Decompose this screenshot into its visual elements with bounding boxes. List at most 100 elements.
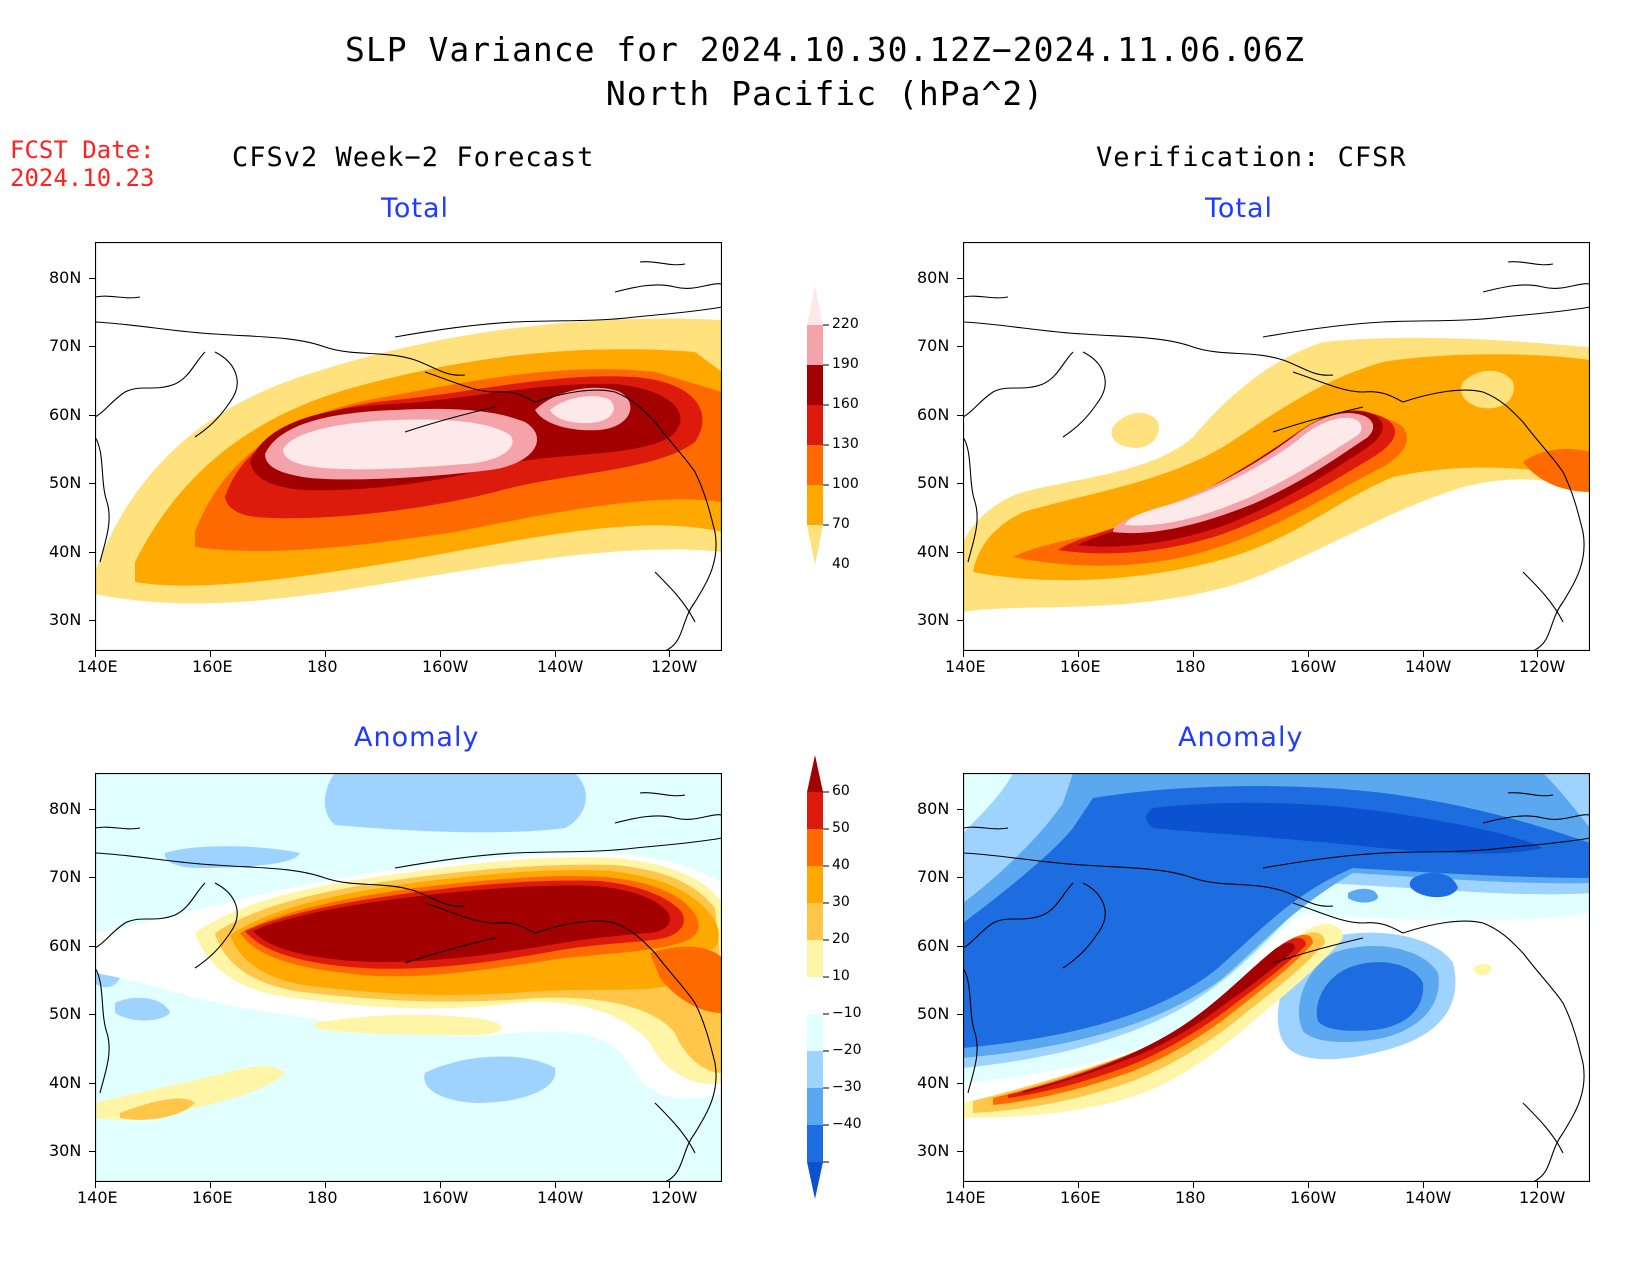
- lat-tick-mark-anomaly-forecast: [89, 1083, 95, 1084]
- colorbar-label: −20: [832, 1042, 862, 1058]
- lat-tick-total-forecast: 30N: [49, 610, 82, 629]
- lat-tick-mark-anomaly-forecast: [89, 809, 95, 810]
- lat-tick-mark-anomaly-forecast: [89, 1014, 95, 1015]
- lon-tick-anomaly-forecast: 160E: [192, 1188, 233, 1207]
- lat-tick-anomaly-forecast: 50N: [49, 1004, 82, 1023]
- coastlines-total-verification: [963, 261, 1590, 651]
- lon-tick-mark-anomaly-verification: [1308, 1182, 1309, 1188]
- colorbar-segment: [807, 903, 823, 940]
- colorbar-label: 10: [832, 968, 850, 984]
- lat-tick-mark-total-forecast: [89, 552, 95, 553]
- lat-tick-mark-anomaly-verification: [957, 877, 963, 878]
- lon-tick-total-verification: 120W: [1519, 657, 1566, 676]
- lon-tick-mark-anomaly-forecast: [669, 1182, 670, 1188]
- lat-tick-mark-total-verification: [957, 552, 963, 553]
- lat-tick-total-forecast: 70N: [49, 336, 82, 355]
- lon-tick-anomaly-forecast: 120W: [651, 1188, 698, 1207]
- lat-tick-anomaly-forecast: 40N: [49, 1073, 82, 1092]
- main-title: SLP Variance for 2024.10.30.12Z−2024.11.…: [345, 30, 1305, 69]
- lon-tick-mark-anomaly-forecast: [95, 1182, 96, 1188]
- colorbar-segment: [807, 525, 823, 565]
- colorbar-label: 160: [832, 396, 859, 412]
- fcst-date-value: 2024.10.23: [10, 164, 155, 192]
- colorbar-label: 220: [832, 316, 859, 332]
- lon-tick-total-verification: 160E: [1060, 657, 1101, 676]
- lon-tick-mark-anomaly-verification: [963, 1182, 964, 1188]
- colorbar-label: 70: [832, 516, 850, 532]
- lat-tick-mark-anomaly-forecast: [89, 877, 95, 878]
- shading-total-verification: [963, 337, 1590, 612]
- verification-column-title: Verification: CFSR: [1096, 142, 1407, 173]
- lon-tick-total-forecast: 180: [307, 657, 338, 676]
- anomaly-verification-subtitle: Anomaly: [1178, 722, 1304, 753]
- lon-tick-anomaly-verification: 140W: [1405, 1188, 1452, 1207]
- colorbar-label: 130: [832, 436, 859, 452]
- colorbar-segment: [807, 829, 823, 866]
- lat-tick-anomaly-verification: 70N: [917, 867, 950, 886]
- lat-tick-total-verification: 40N: [917, 542, 950, 561]
- colorbar-label: 190: [832, 356, 859, 372]
- colorbar-label: 20: [832, 931, 850, 947]
- lon-tick-mark-anomaly-forecast: [555, 1182, 556, 1188]
- lon-tick-mark-total-forecast: [555, 651, 556, 657]
- lon-tick-total-forecast: 120W: [651, 657, 698, 676]
- lon-tick-mark-total-forecast: [325, 651, 326, 657]
- colorbar-segment: [807, 365, 823, 405]
- lat-tick-anomaly-verification: 30N: [917, 1141, 950, 1160]
- lat-tick-anomaly-forecast: 60N: [49, 936, 82, 955]
- colorbar-segment: [807, 1125, 823, 1162]
- lat-tick-anomaly-verification: 80N: [917, 799, 950, 818]
- lon-tick-anomaly-forecast: 160W: [422, 1188, 469, 1207]
- lat-tick-total-forecast: 50N: [49, 473, 82, 492]
- lon-tick-mark-total-verification: [1193, 651, 1194, 657]
- lon-tick-mark-anomaly-forecast: [440, 1182, 441, 1188]
- lat-tick-mark-anomaly-verification: [957, 809, 963, 810]
- lat-tick-total-verification: 50N: [917, 473, 950, 492]
- colorbar-label: 40: [832, 857, 850, 873]
- lat-tick-mark-anomaly-verification: [957, 1151, 963, 1152]
- lat-tick-mark-anomaly-verification: [957, 1014, 963, 1015]
- colorbar-segment: [807, 1014, 823, 1051]
- lon-tick-mark-anomaly-forecast: [325, 1182, 326, 1188]
- main-subtitle: North Pacific (hPa^2): [605, 74, 1045, 113]
- lon-tick-total-verification: 140W: [1405, 657, 1452, 676]
- forecast-date: FCST Date: 2024.10.23: [10, 136, 155, 192]
- lon-tick-mark-anomaly-verification: [1078, 1182, 1079, 1188]
- lat-tick-anomaly-verification: 60N: [917, 936, 950, 955]
- colorbar-segment: [807, 755, 823, 792]
- lat-tick-mark-total-verification: [957, 620, 963, 621]
- lat-tick-mark-total-forecast: [89, 278, 95, 279]
- colorbar-label: −10: [832, 1005, 862, 1021]
- colorbar-segment: [807, 1162, 823, 1199]
- lon-tick-mark-total-forecast: [210, 651, 211, 657]
- lat-tick-mark-total-forecast: [89, 620, 95, 621]
- lat-tick-mark-total-forecast: [89, 346, 95, 347]
- map-anomaly-forecast: [95, 773, 722, 1182]
- total-forecast-subtitle: Total: [381, 193, 450, 224]
- lon-tick-anomaly-verification: 180: [1175, 1188, 1206, 1207]
- lon-tick-mark-total-verification: [1423, 651, 1424, 657]
- colorbar-segment: [807, 405, 823, 445]
- colorbar-segment: [807, 792, 823, 829]
- lon-tick-total-verification: 160W: [1290, 657, 1337, 676]
- lon-tick-mark-anomaly-verification: [1537, 1182, 1538, 1188]
- colorbar-label: 100: [832, 476, 859, 492]
- colorbar-label: −40: [832, 1116, 862, 1132]
- shading-total-forecast: [95, 318, 722, 604]
- lat-tick-mark-anomaly-verification: [957, 1083, 963, 1084]
- forecast-column-title: CFSv2 Week−2 Forecast: [232, 142, 595, 173]
- lat-tick-total-verification: 70N: [917, 336, 950, 355]
- anomaly-forecast-subtitle: Anomaly: [354, 722, 480, 753]
- lat-tick-mark-anomaly-verification: [957, 946, 963, 947]
- lon-tick-anomaly-verification: 160W: [1290, 1188, 1337, 1207]
- colorbar-label: 50: [832, 820, 850, 836]
- colorbar-segment: [807, 445, 823, 485]
- lat-tick-mark-total-forecast: [89, 483, 95, 484]
- colorbar-label: −30: [832, 1079, 862, 1095]
- fcst-date-label: FCST Date:: [10, 136, 155, 164]
- lat-tick-mark-total-verification: [957, 415, 963, 416]
- colorbar-segment: [807, 977, 823, 1014]
- lat-tick-anomaly-forecast: 30N: [49, 1141, 82, 1160]
- lat-tick-mark-total-verification: [957, 346, 963, 347]
- lon-tick-anomaly-forecast: 180: [307, 1188, 338, 1207]
